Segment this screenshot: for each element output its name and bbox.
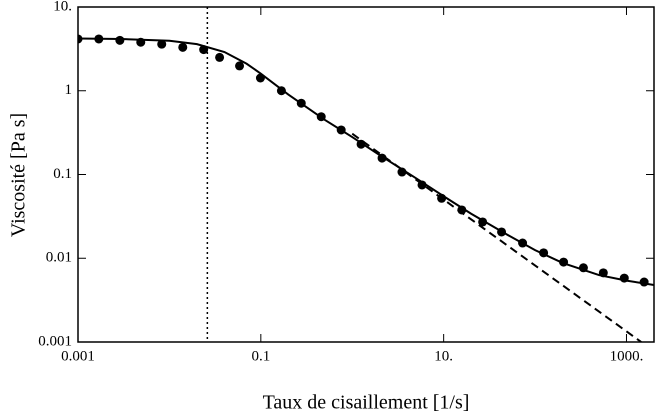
y-tick-label: 0.001 (38, 333, 72, 349)
power-law-line (351, 132, 642, 342)
plot-frame (77, 6, 655, 343)
data-point (157, 39, 167, 49)
plot-area (78, 7, 655, 342)
y-tick-label: 1 (65, 82, 73, 98)
x-tick-label: 10. (434, 348, 453, 364)
x-tick-label: 0.001 (61, 348, 95, 364)
data-point (115, 35, 125, 45)
y-tick-label: 0.01 (46, 250, 72, 266)
y-axis-label: Viscosité [Pa s] (8, 113, 30, 237)
data-point (215, 52, 225, 62)
y-tick-label: 0.1 (53, 166, 72, 182)
x-tick-label: 1000. (610, 348, 644, 364)
data-point (235, 61, 245, 71)
fit-line (78, 37, 655, 286)
y-tick-label: 10. (53, 0, 72, 14)
x-tick-label: 0.1 (251, 348, 270, 364)
data-point (178, 42, 188, 52)
x-axis-label: Taux de cisaillement [1/s] (263, 392, 470, 414)
